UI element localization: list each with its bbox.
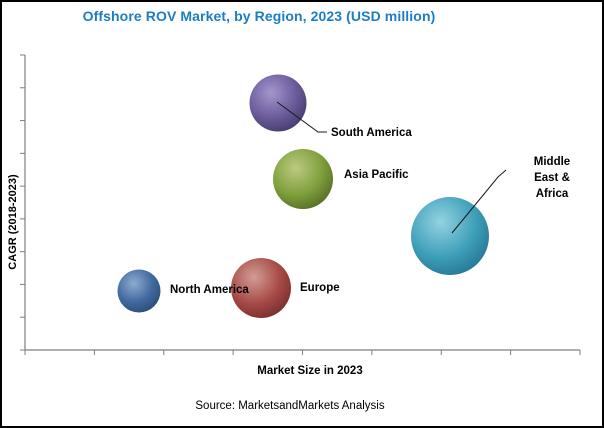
x-axis-title: Market Size in 2023 — [257, 365, 363, 377]
bubble-middle-east-africa — [411, 197, 489, 275]
bubble-asia-pacific — [273, 149, 333, 209]
bubble-north-america — [117, 269, 161, 313]
leader-line-middle-east-africa — [451, 169, 507, 234]
bubble-europe — [231, 258, 291, 318]
y-axis-title: CAGR (2018-2023) — [7, 174, 19, 270]
chart-title: Offshore ROV Market, by Region, 2023 (US… — [82, 8, 436, 24]
leader-line-south-america — [276, 101, 327, 133]
source-note: Source: MarketsandMarkets Analysis — [195, 400, 385, 412]
